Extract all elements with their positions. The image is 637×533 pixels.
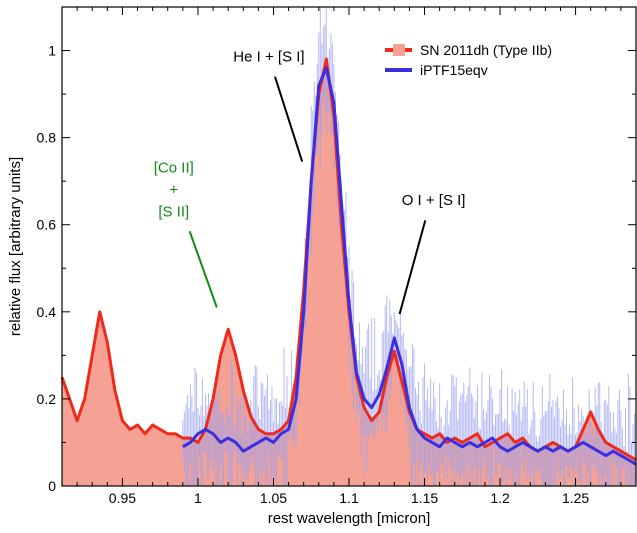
annotation-he-label: He I + [S I]: [233, 48, 304, 65]
legend-label-1: iPTF15eqv: [420, 62, 488, 78]
annotation-oi-label: O I + [S I]: [402, 192, 466, 209]
annotation-co-label: [Co II]: [154, 159, 194, 176]
y-tick-label: 0.6: [37, 217, 57, 233]
y-tick-label: 0.4: [37, 304, 57, 320]
series-lines: [60, 57, 637, 466]
annotation-he-pointer: [274, 76, 304, 162]
x-tick-label: 1.15: [411, 490, 438, 506]
y-tick-label: 0: [48, 478, 56, 494]
annotation-co-label: [S II]: [158, 203, 189, 220]
x-tick-label: 1.1: [339, 490, 359, 506]
y-tick-label: 0.2: [37, 391, 57, 407]
annotation-co-label: +: [169, 181, 178, 198]
x-tick-label: 1: [194, 490, 202, 506]
x-tick-label: 1.05: [260, 490, 287, 506]
y-axis-label: relative flux [arbitrary units]: [7, 157, 24, 336]
y-tick-label: 1: [48, 43, 56, 59]
annotation-co-pointer: [188, 230, 218, 308]
y-tick-label: 0.8: [37, 130, 57, 146]
plot-area: [60, 7, 637, 486]
x-axis-ticks: 0.95 1 1.05 1.1 1.15 1.2 1.25: [76, 7, 622, 506]
series-1-line: [182, 66, 637, 466]
x-axis-label: rest wavelength [micron]: [268, 510, 431, 527]
legend-label-0: SN 2011dh (Type IIb): [420, 42, 552, 58]
legend: SN 2011dh (Type IIb) iPTF15eqv: [385, 42, 552, 78]
annotation-oi-pointer: [398, 220, 427, 315]
annotations: He I + [S I] [Co II] + [S II] O I + [S I]: [154, 48, 466, 315]
x-tick-label: 1.25: [562, 490, 589, 506]
x-tick-label: 0.95: [109, 490, 136, 506]
legend-marker-0: [393, 44, 405, 56]
y-axis-ticks: 0 0.2 0.4 0.6 0.8 1: [37, 6, 636, 494]
x-tick-label: 1.2: [490, 490, 510, 506]
